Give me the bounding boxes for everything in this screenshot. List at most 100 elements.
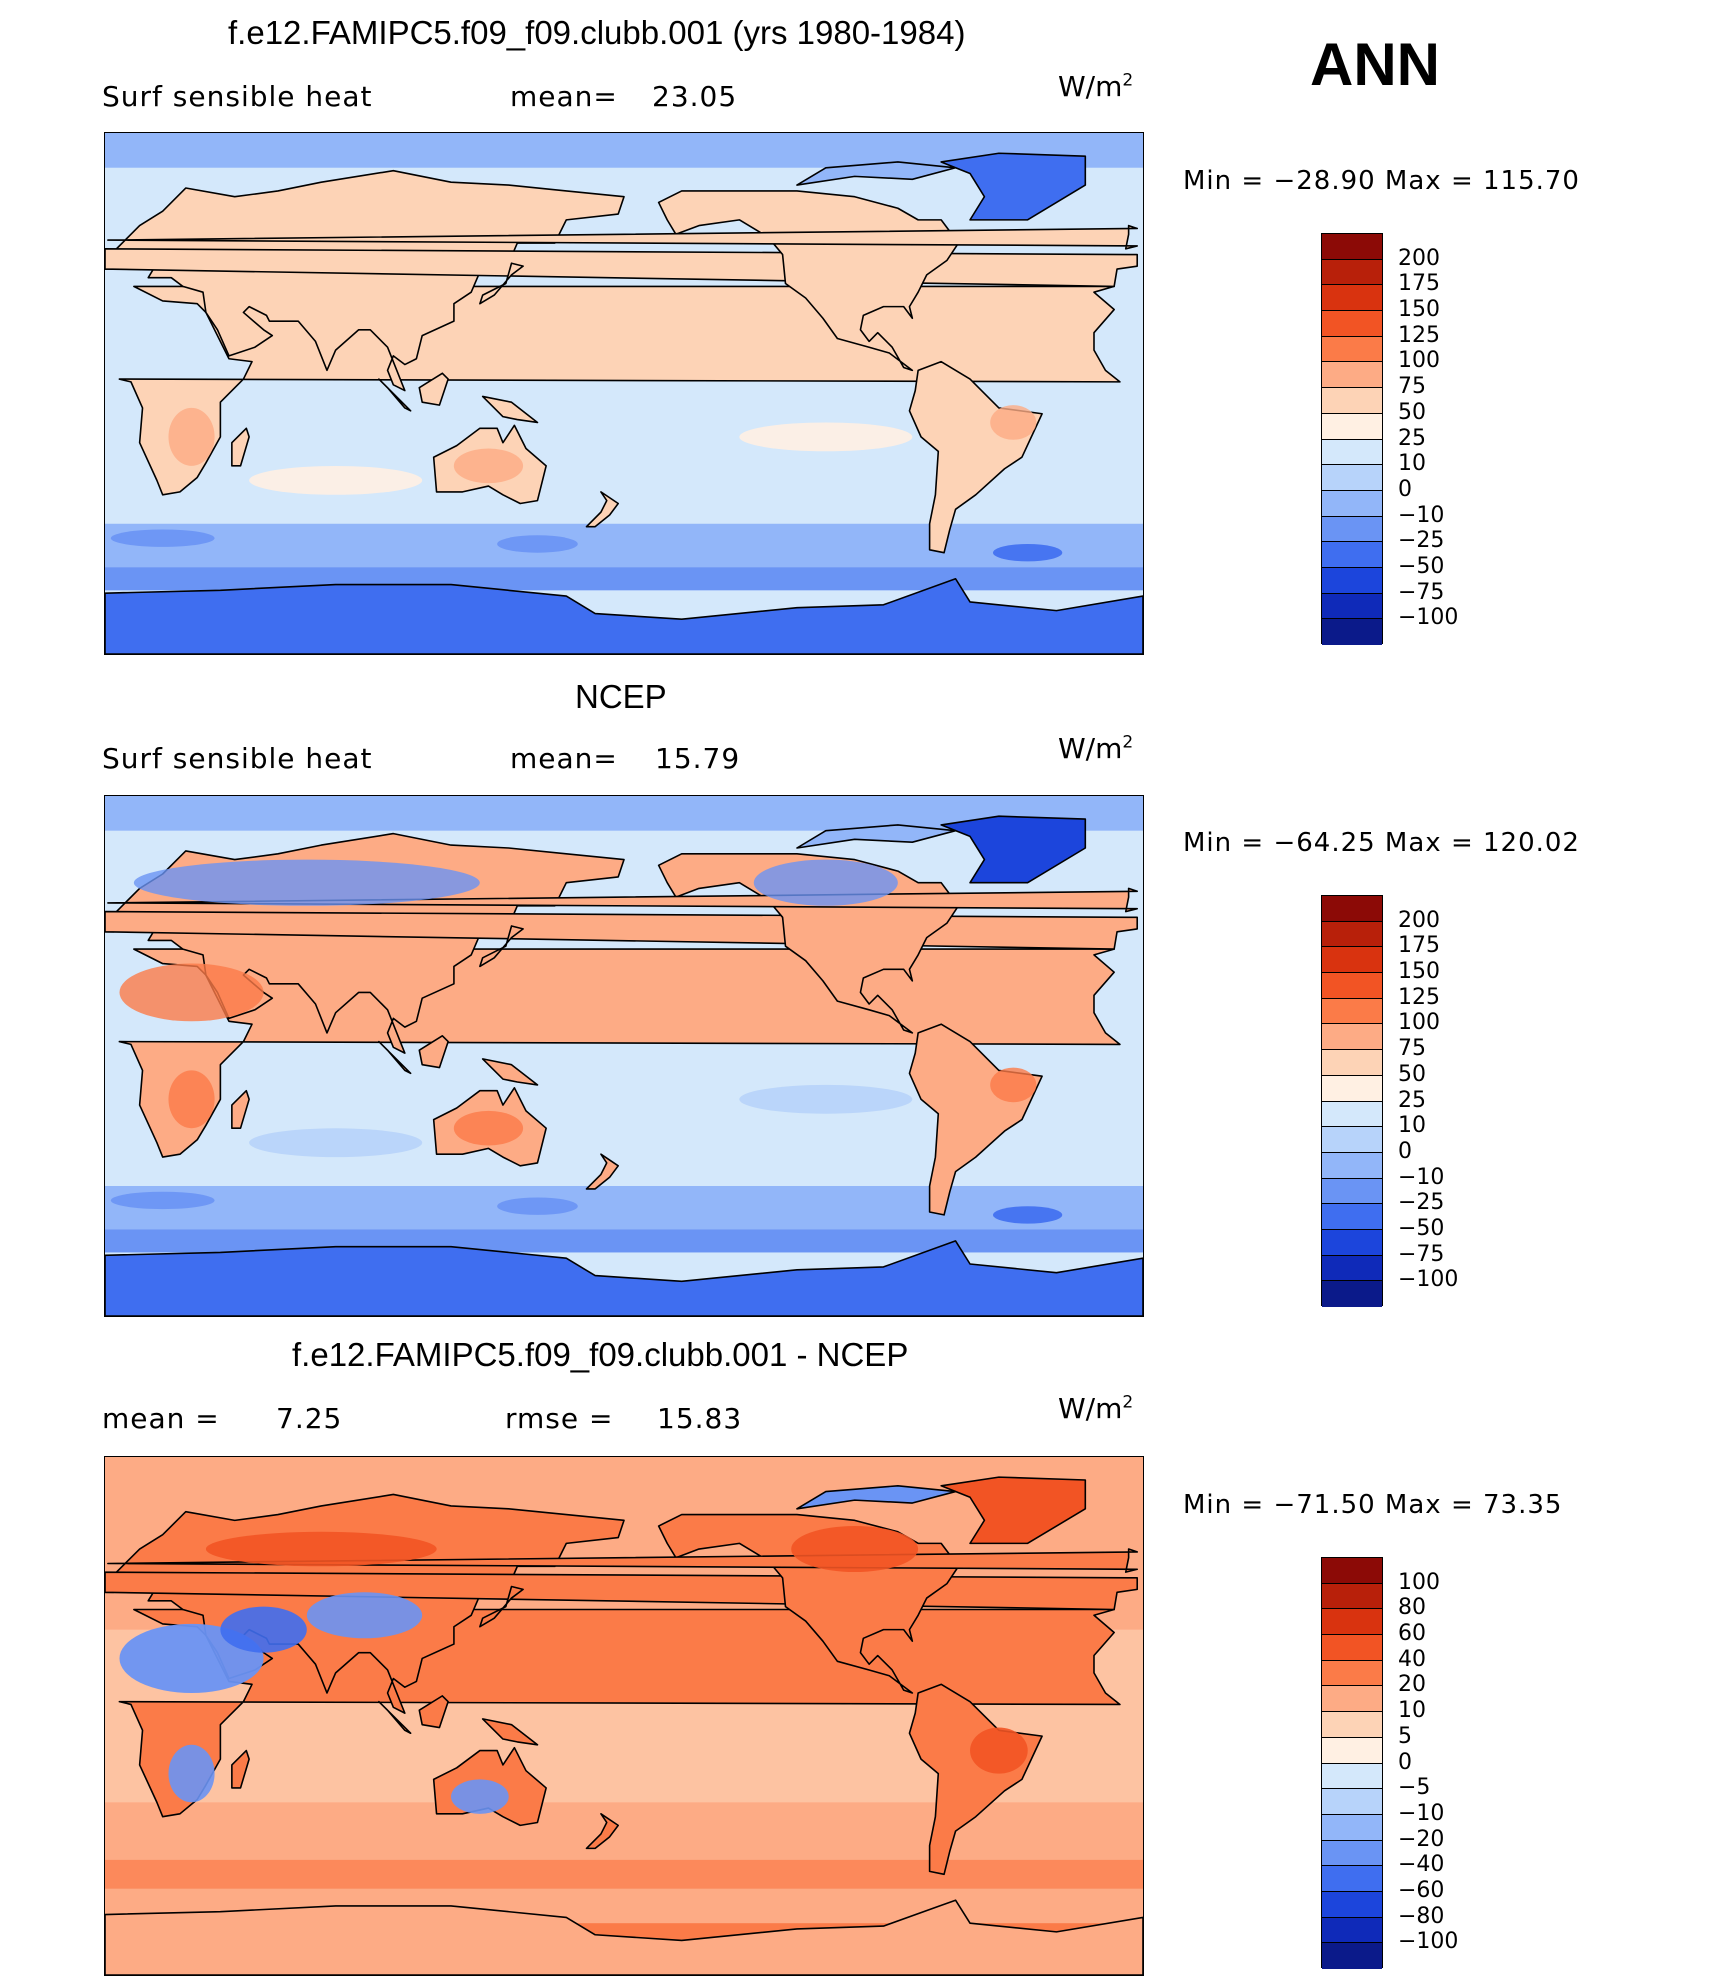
mean-value: 7.25 (276, 1402, 343, 1435)
colorbar-tick-label: −80 (1398, 1903, 1445, 1929)
colorbar-swatch (1322, 921, 1382, 948)
panel-title: f.e12.FAMIPC5.f09_f09.clubb.001 - NCEP (292, 1336, 909, 1373)
colorbar-swatch (1322, 1024, 1382, 1051)
colorbar-swatch (1322, 1660, 1382, 1687)
colorbar-tick-label: 100 (1398, 348, 1440, 374)
colorbar-swatch (1322, 1840, 1382, 1867)
colorbar-swatch (1322, 1609, 1382, 1636)
colorbar-swatch (1322, 1891, 1382, 1918)
colorbar-swatch (1322, 439, 1382, 466)
colorbar-tick-label: −75 (1398, 579, 1445, 605)
colorbar-tick-label: −75 (1398, 1241, 1445, 1267)
map-panel-model (104, 132, 1144, 655)
mean-label: mean= (510, 80, 618, 113)
colorbar-swatch (1322, 1712, 1382, 1738)
colorbar-swatch (1322, 1152, 1382, 1179)
map-panel-obs (104, 795, 1144, 1317)
colorbar-swatch (1322, 259, 1382, 286)
colorbar-swatch (1322, 973, 1382, 999)
colorbar-swatch (1322, 1866, 1382, 1892)
colorbar-swatch (1322, 1558, 1382, 1584)
units-label: W/m2 (1058, 1392, 1134, 1425)
colorbar-tick-label: 75 (1398, 374, 1426, 400)
mean-label: mean = (102, 1402, 220, 1435)
colorbar-tick-label: 150 (1398, 297, 1440, 323)
colorbar-swatch (1322, 1204, 1382, 1230)
colorbar-tick-label: 0 (1398, 1138, 1412, 1164)
colorbar-swatch (1322, 998, 1382, 1025)
colorbar-swatch (1322, 947, 1382, 974)
colorbar-swatch (1322, 465, 1382, 491)
colorbar-tick-label: 25 (1398, 1087, 1426, 1113)
mean-label: mean= (510, 742, 618, 775)
colorbar-obs (1321, 895, 1383, 1307)
min-max-label: Min = −28.90 Max = 115.70 (1183, 166, 1580, 196)
colorbar-tick-label: −50 (1398, 553, 1445, 579)
colorbar-tick-label: 100 (1398, 1569, 1440, 1595)
colorbar-swatch (1322, 1281, 1382, 1307)
colorbar-tick-label: 175 (1398, 933, 1440, 959)
season-label: ANN (1310, 31, 1440, 98)
colorbar-swatch (1322, 516, 1382, 543)
colorbar-tick-label: 10 (1398, 1113, 1426, 1139)
colorbar-swatch (1322, 413, 1382, 440)
colorbar-diff (1321, 1557, 1383, 1969)
colorbar-swatch (1322, 1917, 1382, 1944)
colorbar-swatch (1322, 1737, 1382, 1764)
mean-value: 15.79 (655, 742, 741, 775)
colorbar-swatch (1322, 1789, 1382, 1815)
colorbar-tick-label: 0 (1398, 476, 1412, 502)
colorbar-tick-label: 10 (1398, 451, 1426, 477)
colorbar-swatch (1322, 1583, 1382, 1610)
colorbar-tick-label: 10 (1398, 1698, 1426, 1724)
colorbar-swatch (1322, 490, 1382, 517)
colorbar-tick-label: 200 (1398, 907, 1440, 933)
colorbar-swatch (1322, 542, 1382, 568)
colorbar-swatch (1322, 1229, 1382, 1256)
colorbar-swatch (1322, 1814, 1382, 1841)
colorbar-swatch (1322, 567, 1382, 594)
colorbar-tick-label: −25 (1398, 528, 1445, 554)
colorbar-tick-label: 20 (1398, 1672, 1426, 1698)
units-label: W/m2 (1058, 732, 1134, 765)
colorbar-tick-label: 60 (1398, 1621, 1426, 1647)
map-panel-diff (104, 1456, 1144, 1976)
colorbar-swatch (1322, 1255, 1382, 1282)
colorbar-swatch (1322, 1943, 1382, 1969)
colorbar-swatch (1322, 1127, 1382, 1153)
colorbar-tick-label: −100 (1398, 1267, 1459, 1293)
colorbar-swatch (1322, 1050, 1382, 1076)
rmse-label: rmse = (505, 1402, 614, 1435)
colorbar-swatch (1322, 1763, 1382, 1790)
colorbar-swatch (1322, 1635, 1382, 1661)
colorbar-tick-label: 0 (1398, 1749, 1412, 1775)
colorbar-tick-label: 125 (1398, 984, 1440, 1010)
colorbar-tick-label: 100 (1398, 1010, 1440, 1036)
mean-value: 23.05 (652, 80, 738, 113)
colorbar-tick-label: −25 (1398, 1190, 1445, 1216)
variable-label: Surf sensible heat (102, 742, 373, 775)
colorbar-swatch (1322, 1178, 1382, 1205)
colorbar-tick-label: −100 (1398, 1929, 1459, 1955)
colorbar-swatch (1322, 362, 1382, 389)
panel-title: f.e12.FAMIPC5.f09_f09.clubb.001 (yrs 198… (228, 14, 966, 51)
colorbar-swatch (1322, 234, 1382, 260)
colorbar-tick-label: −60 (1398, 1877, 1445, 1903)
colorbar-swatch (1322, 311, 1382, 337)
colorbar-tick-label: −20 (1398, 1826, 1445, 1852)
rmse-value: 15.83 (657, 1402, 743, 1435)
colorbar-tick-label: −50 (1398, 1215, 1445, 1241)
colorbar-tick-label: 175 (1398, 271, 1440, 297)
colorbar-tick-label: −10 (1398, 1800, 1445, 1826)
colorbar-tick-label: 200 (1398, 245, 1440, 271)
colorbar-tick-label: 50 (1398, 1061, 1426, 1087)
colorbar-tick-label: 80 (1398, 1595, 1426, 1621)
colorbar-swatch (1322, 1075, 1382, 1102)
colorbar-swatch (1322, 285, 1382, 312)
min-max-label: Min = −71.50 Max = 73.35 (1183, 1490, 1563, 1520)
colorbar-swatch (1322, 896, 1382, 922)
colorbar-model (1321, 233, 1383, 645)
colorbar-swatch (1322, 593, 1382, 620)
colorbar-tick-label: −100 (1398, 605, 1459, 631)
variable-label: Surf sensible heat (102, 80, 373, 113)
